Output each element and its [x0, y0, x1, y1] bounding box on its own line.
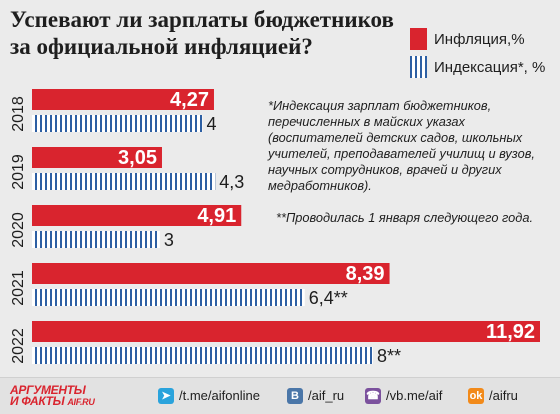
vk-icon: B	[287, 387, 303, 404]
label-indexation-2021: 6,4**	[309, 288, 348, 308]
viber-link[interactable]: ☎/vb.me/aif	[365, 387, 443, 404]
label-inflation-2022: 11,92	[486, 321, 535, 343]
chart-title: Успевают ли зарплаты бюджетников за офиц…	[10, 7, 394, 59]
legend-swatch-indexation	[410, 56, 427, 78]
year-label-2020: 2020	[10, 212, 27, 248]
footnote-indexation: *Индексация зарплат бюджетников, перечис…	[268, 98, 535, 193]
label-inflation-2018: 4,27	[170, 89, 209, 111]
bar-indexation-2020	[32, 231, 160, 248]
label-indexation-2020: 3	[164, 230, 174, 250]
year-label-2019: 2019	[10, 154, 27, 190]
bar-inflation-2021	[32, 263, 390, 284]
telegram-link[interactable]: ➤/t.me/aifonline	[158, 387, 260, 405]
telegram-icon: ➤	[158, 387, 174, 404]
bar-indexation-2021	[32, 289, 305, 306]
year-label-2022: 2022	[10, 328, 27, 364]
bar-inflation-2020	[32, 205, 242, 226]
ok-icon: ok	[468, 387, 484, 404]
logo-domain: AIF.RU	[67, 397, 95, 407]
bar-inflation-2022	[32, 321, 540, 342]
label-indexation-2022: 8**	[377, 346, 401, 366]
label-indexation-2019: 4,3	[219, 172, 244, 192]
logo-line1: АРГУМЕНТЫ	[10, 383, 86, 397]
vk-link[interactable]: B/aif_ru	[287, 387, 344, 405]
ok-link[interactable]: ok/aifru	[468, 387, 518, 404]
legend-label-indexation: Индексация*, %	[434, 59, 546, 76]
legend-label-inflation: Инфляция,%	[434, 31, 525, 48]
year-label-2018: 2018	[10, 96, 27, 132]
bar-chart: 2018 4,27 4 2019 3,05 4,3 2020 4,91 3 2021 8,39 6,4…	[10, 89, 540, 366]
label-inflation-2021: 8,39	[346, 263, 385, 285]
viber-icon: ☎	[365, 387, 381, 404]
label-inflation-2020: 4,91	[197, 205, 236, 227]
bar-indexation-2022	[32, 347, 373, 364]
footer-bar: АРГУМЕНТЫ И ФАКТЫ AIF.RU ➤/t.me/aifonlin…	[0, 377, 560, 414]
year-label-2021: 2021	[10, 270, 27, 306]
label-indexation-2018: 4	[206, 114, 216, 134]
bar-inflation-2019	[32, 147, 162, 168]
bar-indexation-2018	[32, 115, 203, 132]
footnote-january: **Проводилась 1 января следующего года.	[276, 210, 534, 225]
aif-logo: АРГУМЕНТЫ И ФАКТЫ AIF.RU	[10, 383, 140, 409]
logo-line2: И ФАКТЫ AIF.RU	[10, 394, 95, 408]
label-inflation-2019: 3,05	[118, 147, 157, 169]
legend-swatch-inflation	[410, 28, 427, 50]
bar-indexation-2019	[32, 173, 216, 190]
bar-inflation-2018	[32, 89, 214, 110]
